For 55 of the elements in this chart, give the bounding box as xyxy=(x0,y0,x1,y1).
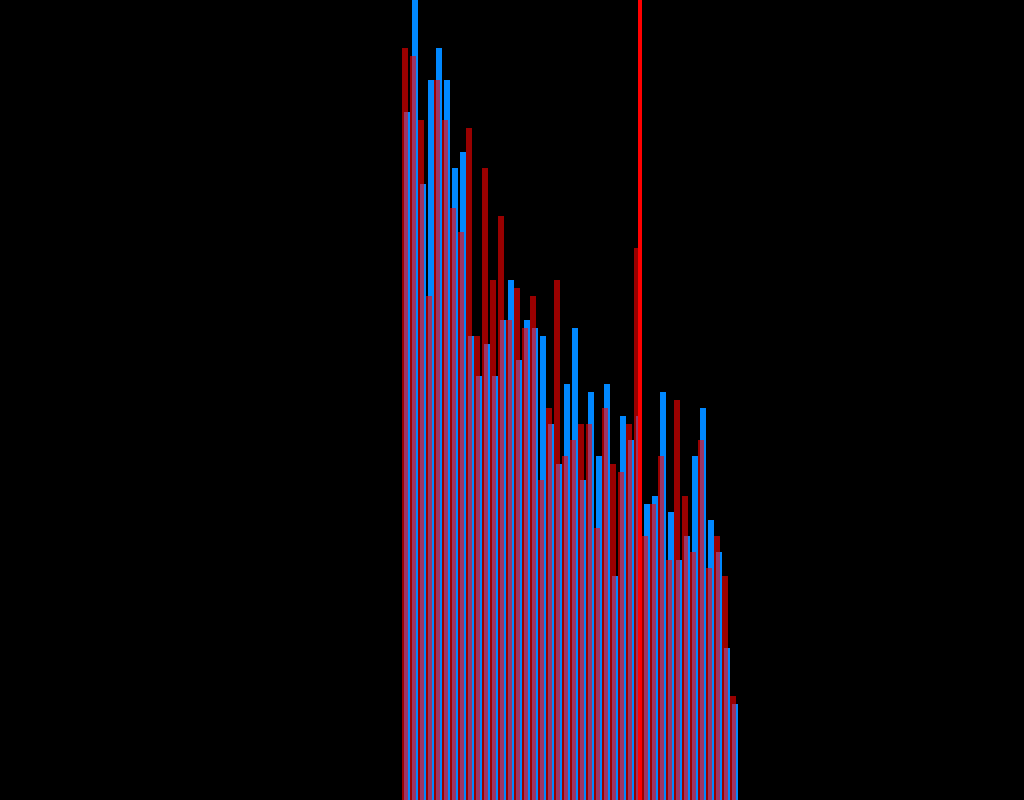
bar xyxy=(540,336,546,800)
bar xyxy=(642,536,648,800)
bar xyxy=(666,560,672,800)
bar xyxy=(442,120,448,800)
bar xyxy=(436,48,442,800)
bar xyxy=(538,480,544,800)
bar xyxy=(418,120,424,800)
bar xyxy=(586,424,592,800)
bar xyxy=(682,496,688,800)
bar xyxy=(450,208,456,800)
bar xyxy=(460,152,466,800)
bar xyxy=(690,552,696,800)
bar xyxy=(410,56,416,800)
bar xyxy=(508,280,514,800)
bar xyxy=(698,440,704,800)
bar xyxy=(626,424,632,800)
bar xyxy=(458,232,464,800)
bar xyxy=(554,280,560,800)
bar xyxy=(482,168,488,800)
bar xyxy=(674,400,680,800)
bar xyxy=(700,408,706,800)
bar xyxy=(412,0,418,800)
bar xyxy=(522,328,528,800)
bar xyxy=(620,416,626,800)
bar xyxy=(730,696,736,800)
bar xyxy=(570,440,576,800)
bar xyxy=(660,392,666,800)
bar xyxy=(514,288,520,800)
bar xyxy=(524,320,530,800)
bar xyxy=(474,336,480,800)
bar xyxy=(530,296,536,800)
bar xyxy=(402,48,408,800)
bar xyxy=(706,568,712,800)
bar xyxy=(532,328,538,800)
bar xyxy=(604,384,610,800)
bar xyxy=(714,536,720,800)
bar xyxy=(466,128,472,800)
bar xyxy=(546,408,552,800)
bar xyxy=(498,216,504,800)
bar xyxy=(594,528,600,800)
bar xyxy=(618,472,624,800)
bar xyxy=(722,576,728,800)
bar xyxy=(572,328,578,800)
bar xyxy=(484,344,490,800)
bar xyxy=(650,504,656,800)
bar xyxy=(588,392,594,800)
bar xyxy=(506,320,512,800)
bar xyxy=(426,296,432,800)
bar xyxy=(578,424,584,800)
bar xyxy=(602,408,608,800)
bar xyxy=(610,464,616,800)
bar xyxy=(434,80,440,800)
bar xyxy=(490,280,496,800)
bar xyxy=(658,456,664,800)
bar xyxy=(562,456,568,800)
